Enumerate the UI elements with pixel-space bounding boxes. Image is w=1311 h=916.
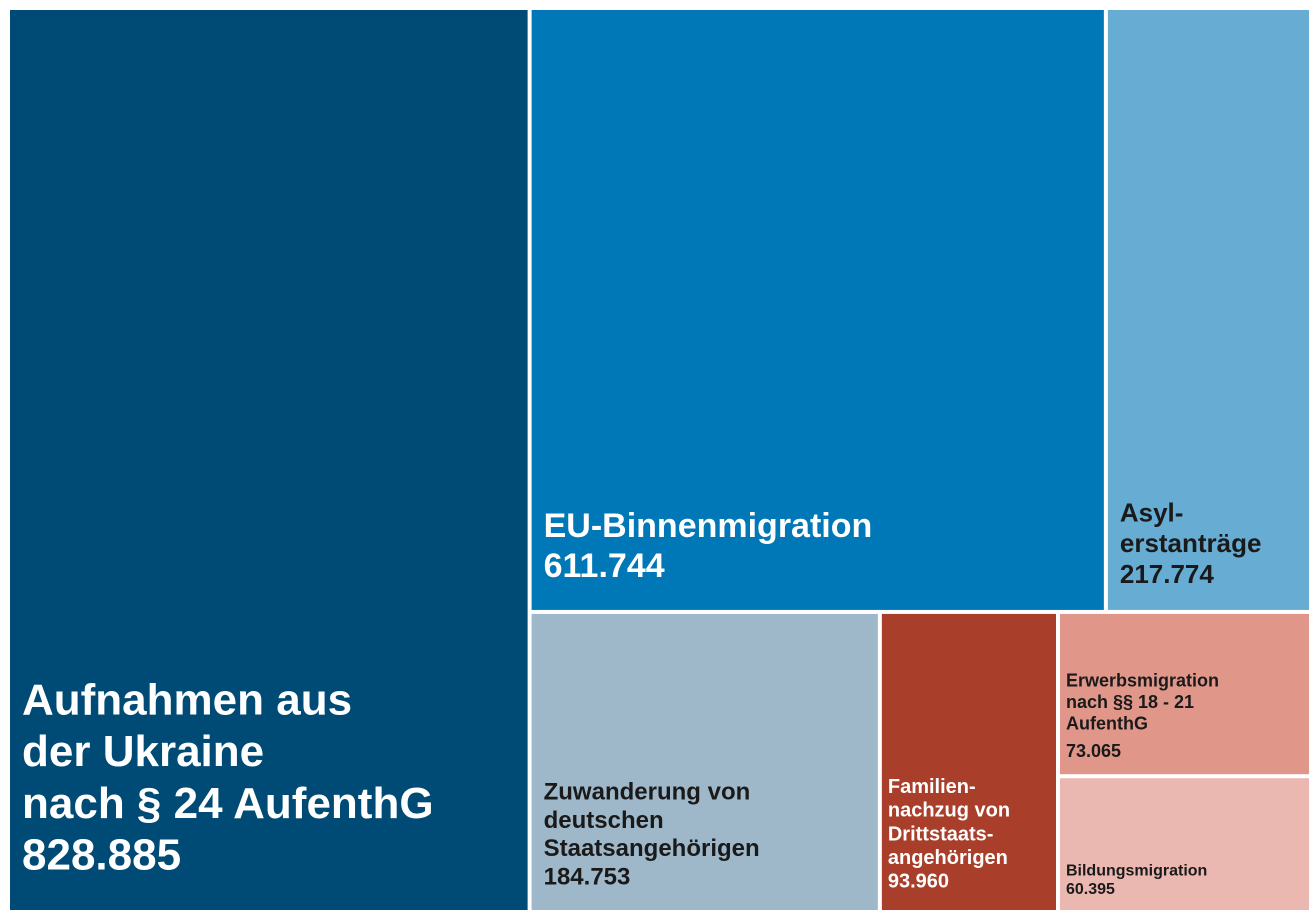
cell-label: AufenthG bbox=[1066, 713, 1148, 733]
cell-value: 60.395 bbox=[1066, 881, 1115, 898]
cell-label: Staatsangehörigen bbox=[544, 835, 760, 862]
treemap-cell bbox=[1059, 778, 1309, 910]
cell-label: Drittstaats- bbox=[888, 823, 994, 845]
treemap-cell bbox=[1059, 613, 1309, 775]
treemap-cell bbox=[881, 613, 1056, 910]
cell-label: deutschen bbox=[544, 807, 664, 834]
treemap-cell bbox=[531, 613, 878, 910]
cell-value: 93.960 bbox=[888, 870, 949, 892]
cell-label: angehörigen bbox=[888, 847, 1008, 869]
treemap-cell bbox=[10, 10, 528, 910]
treemap-cell bbox=[1107, 10, 1309, 610]
cell-label: Asyl- bbox=[1120, 498, 1184, 528]
cell-value: 611.744 bbox=[544, 547, 665, 585]
cell-label: Familien- bbox=[888, 776, 976, 798]
cell-label: EU-Binnenmigration bbox=[544, 507, 873, 545]
cell-label: Aufnahmen aus bbox=[22, 675, 352, 724]
cell-value: 184.753 bbox=[544, 863, 631, 890]
cell-label: der Ukraine bbox=[22, 727, 264, 776]
cell-label: Zuwanderung von bbox=[544, 779, 751, 806]
cell-label: nach §§ 18 - 21 bbox=[1066, 692, 1194, 712]
cell-label: Bildungsmigration bbox=[1066, 862, 1207, 879]
cell-label: nachzug von bbox=[888, 800, 1010, 822]
cell-value: 828.885 bbox=[22, 831, 181, 880]
treemap-cell bbox=[531, 10, 1104, 610]
cell-value: 73.065 bbox=[1066, 741, 1121, 761]
cell-label: Erwerbsmigration bbox=[1066, 670, 1219, 690]
cell-label: erstanträge bbox=[1120, 528, 1262, 558]
cell-label: nach § 24 AufenthG bbox=[22, 779, 434, 828]
cell-value: 217.774 bbox=[1120, 559, 1215, 589]
